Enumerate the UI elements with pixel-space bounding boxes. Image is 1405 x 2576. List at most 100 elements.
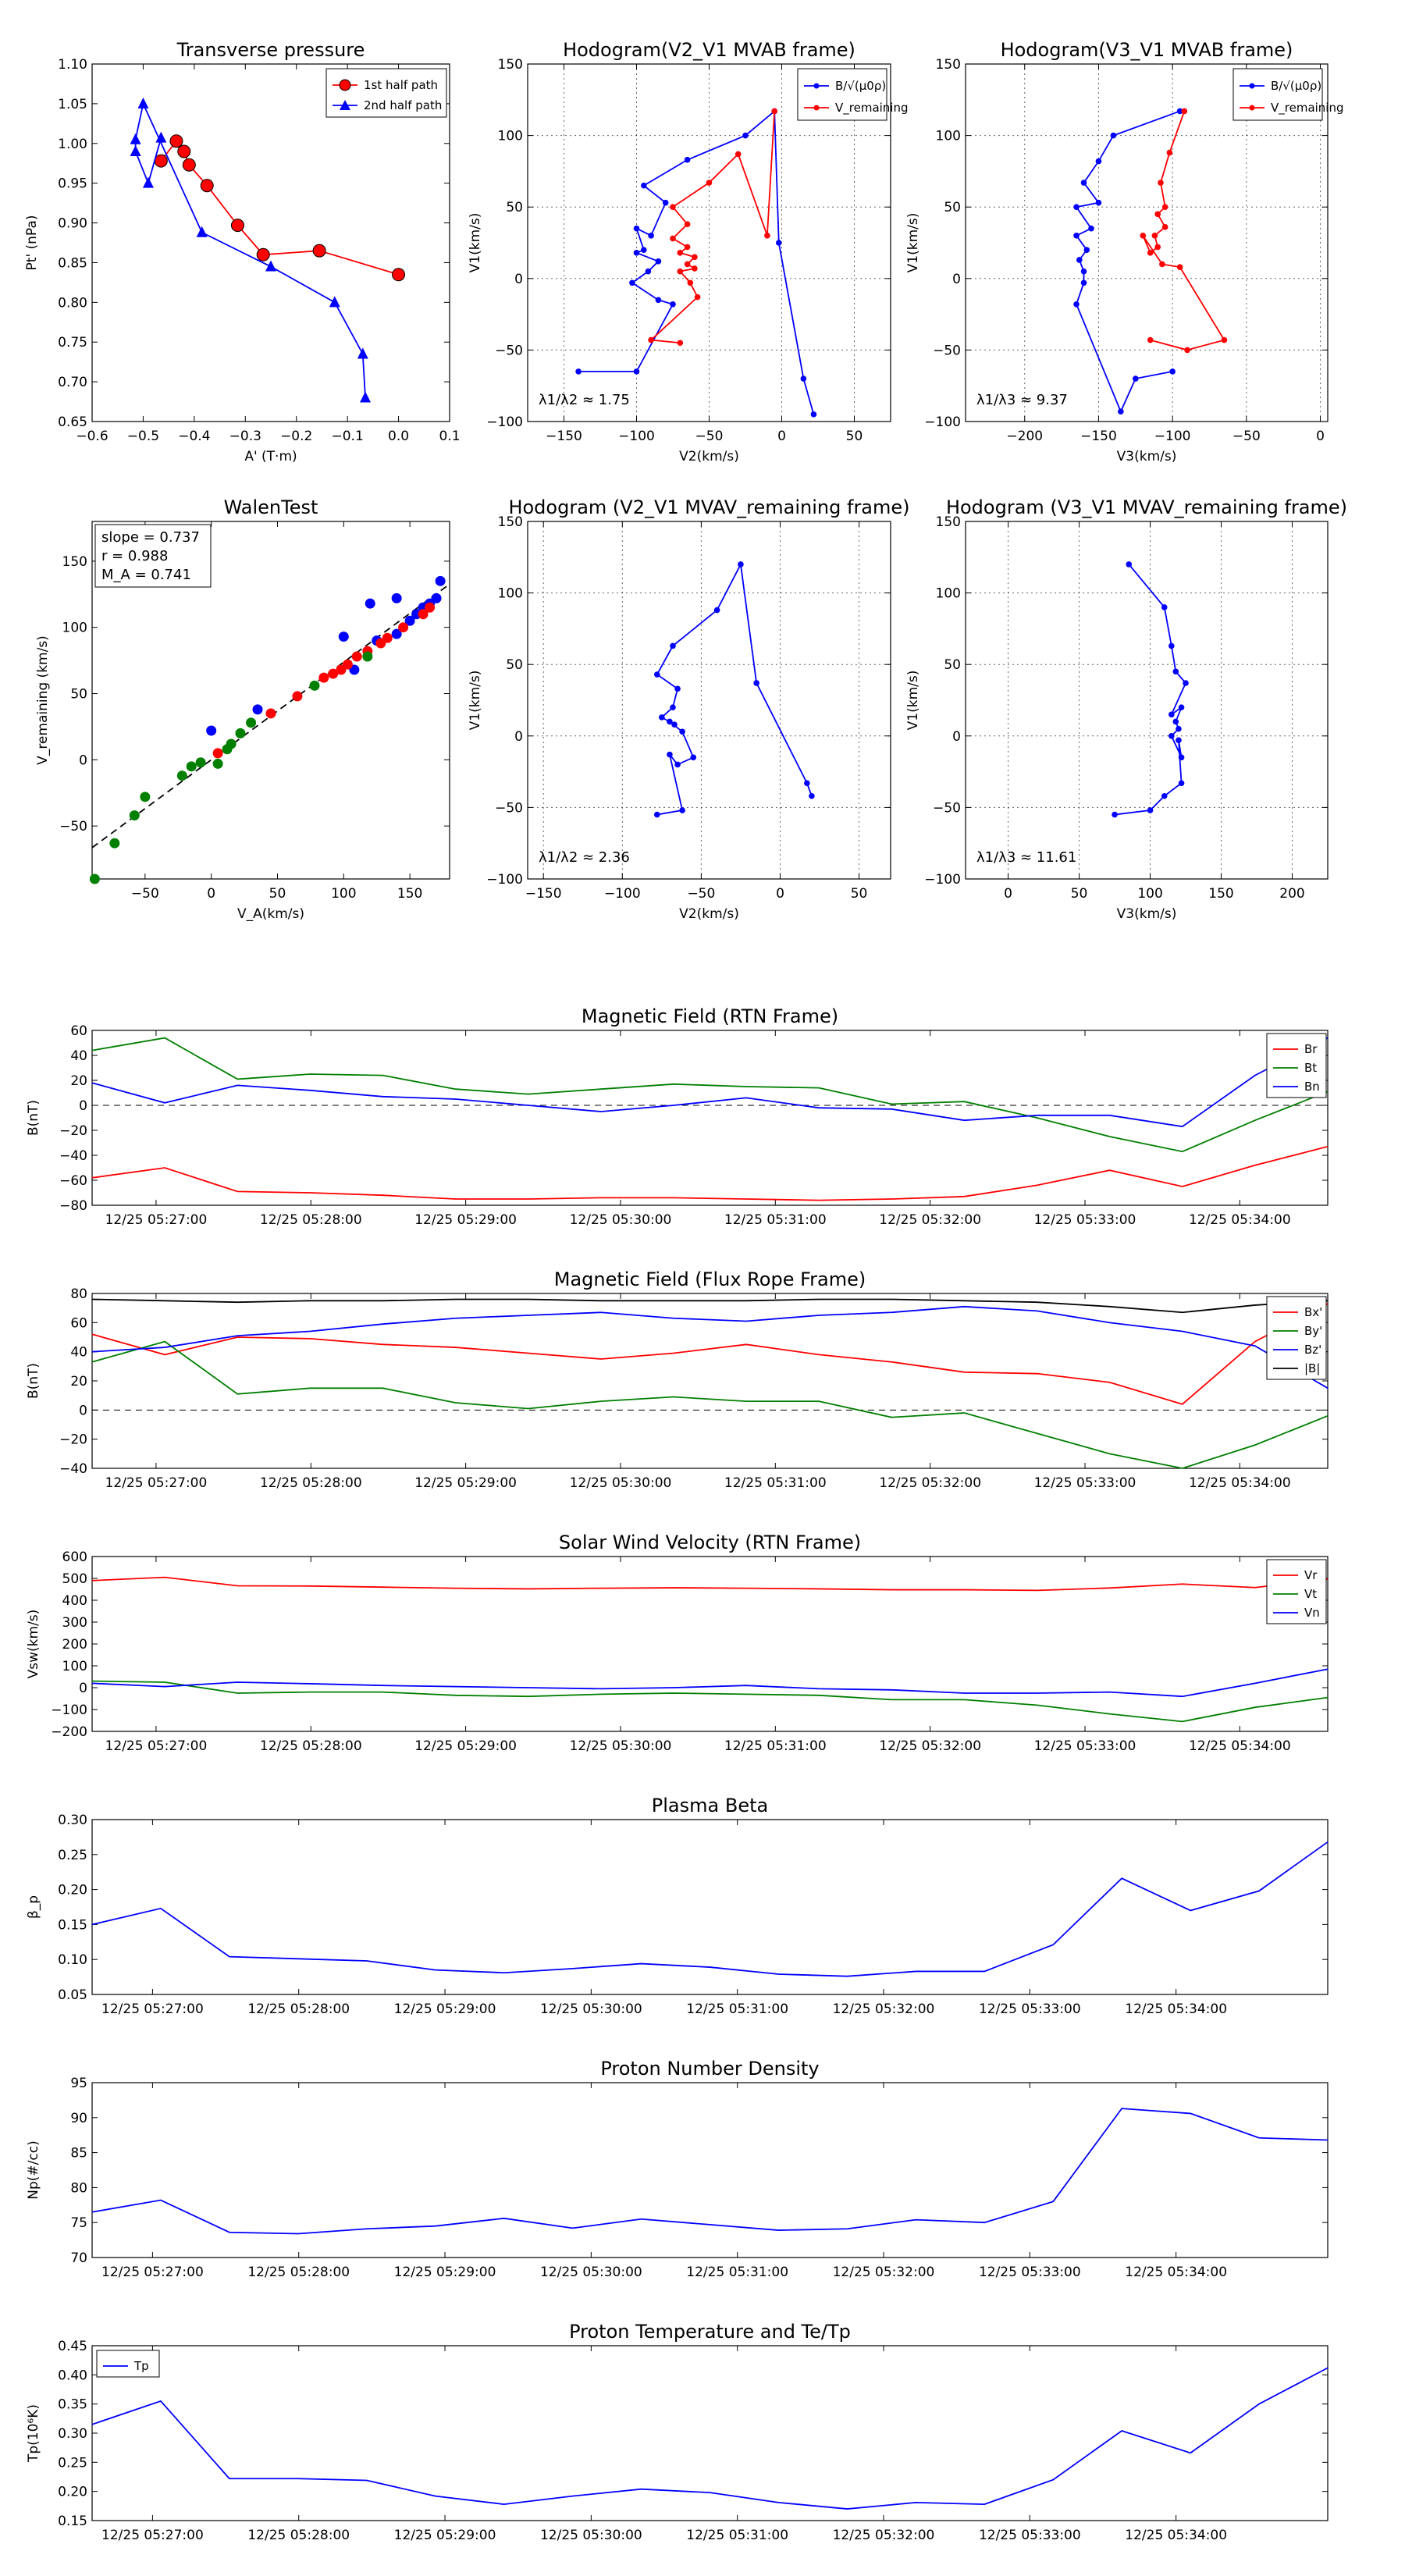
- axes-frame: [91, 2082, 1329, 2258]
- y-tick-label: 50: [944, 200, 961, 215]
- y-tick-label: 1.05: [58, 97, 87, 112]
- x-tick-label: 0: [207, 886, 215, 902]
- y-tick-label: −100: [924, 415, 961, 430]
- series-line-Bt: [91, 1037, 1329, 1153]
- x-tick-label: −200: [1006, 429, 1043, 444]
- y-tick-label: 0.85: [58, 255, 87, 271]
- x-tick-label: 12/25 05:29:00: [414, 1212, 517, 1228]
- y-tick-label: 75: [70, 2215, 87, 2231]
- x-axis-label: V_A(km/s): [237, 906, 304, 922]
- data-point: [109, 838, 120, 849]
- series-line-1st-half-path: [160, 140, 399, 276]
- data-point: [212, 748, 223, 759]
- x-axis-label: A' (T·m): [244, 449, 297, 464]
- y-tick-label: 300: [62, 1615, 87, 1631]
- chart-proton-temperature: 0.15 0.20 0.25 0.30 0.35 0.40 0.45 12/25 05:27:…: [26, 2321, 1329, 2543]
- data-point: [800, 375, 807, 382]
- data-point: [653, 811, 660, 818]
- y-tick-label: 0.30: [58, 1813, 87, 1828]
- y-axis-label: B(nT): [26, 1100, 41, 1136]
- y-tick-label: −60: [59, 1173, 87, 1189]
- chart-hodogram-v3-remaining: −100 −50 0 50 100 150 0 50 100 150 200 Hodogram (V3…: [905, 496, 1347, 922]
- legend-label: B/√(μ0ρ): [835, 79, 886, 93]
- chart-title: Magnetic Field (RTN Frame): [582, 1005, 838, 1027]
- data-point: [1076, 257, 1083, 263]
- legend-marker: [339, 79, 351, 91]
- data-point: [365, 598, 375, 609]
- data-point: [230, 219, 244, 233]
- data-point: [684, 221, 691, 227]
- x-tick-label: 12/25 05:33:00: [1034, 1475, 1136, 1491]
- data-point: [1158, 180, 1164, 186]
- data-point: [362, 651, 373, 662]
- data-point: [1176, 264, 1183, 270]
- series-line-Bn: [91, 1037, 1329, 1128]
- series-line-Bx': [91, 1303, 1329, 1405]
- y-axis-label: Vsw(km/s): [26, 1610, 41, 1679]
- data-point: [1168, 711, 1175, 718]
- data-point: [684, 156, 691, 163]
- series-line-2nd-half-path: [134, 101, 366, 398]
- data-point: [764, 233, 770, 239]
- y-tick-label: 100: [498, 586, 523, 602]
- legend-label: Vr: [1304, 1568, 1318, 1582]
- data-point: [1221, 336, 1228, 343]
- data-point: [1095, 199, 1102, 206]
- x-tick-label: −0.4: [178, 429, 210, 444]
- data-point: [1183, 680, 1189, 686]
- data-point: [1073, 204, 1080, 211]
- y-tick-label: 0.45: [58, 2339, 87, 2354]
- chart-title: Transverse pressure: [176, 39, 365, 61]
- y-tick-label: 500: [62, 1571, 87, 1587]
- legend-marker: [1249, 83, 1255, 89]
- y-tick-label: −20: [59, 1432, 87, 1448]
- x-tick-label: 12/25 05:28:00: [247, 2265, 350, 2280]
- data-point: [677, 340, 684, 347]
- data-point: [674, 761, 681, 768]
- x-tick-label: −50: [687, 886, 715, 902]
- data-point: [1118, 408, 1124, 415]
- x-tick-label: 12/25 05:34:00: [1189, 1738, 1291, 1754]
- data-point: [648, 336, 654, 343]
- chart-solar-wind-velocity: −200 −100 0 100 200 300 400 500 600 12/25 05:27:0…: [26, 1532, 1329, 1754]
- data-point: [679, 728, 685, 735]
- y-tick-label: 90: [70, 2111, 87, 2126]
- x-tick-label: 12/25 05:29:00: [394, 2265, 496, 2280]
- legend-label: Bt: [1304, 1061, 1317, 1075]
- y-axis-label: Np(#/cc): [26, 2140, 41, 2199]
- data-point: [706, 180, 713, 186]
- data-point: [670, 642, 676, 649]
- data-point: [713, 607, 720, 614]
- axes-frame: [527, 521, 891, 880]
- axes-frame: [965, 521, 1329, 880]
- data-point: [431, 592, 442, 603]
- data-point: [1161, 604, 1168, 610]
- x-tick-label: 12/25 05:27:00: [101, 2001, 204, 2017]
- data-point: [1154, 211, 1161, 218]
- x-tick-label: 12/25 05:32:00: [879, 1212, 981, 1228]
- data-point: [653, 671, 660, 678]
- data-point: [1147, 336, 1154, 343]
- data-point: [753, 680, 759, 686]
- data-point: [1161, 224, 1168, 230]
- x-tick-label: −50: [1232, 429, 1261, 444]
- x-tick-label: 12/25 05:30:00: [540, 2001, 642, 2017]
- x-axis-label: V2(km/s): [679, 449, 739, 464]
- y-axis-label: V1(km/s): [905, 671, 921, 731]
- y-tick-label: 100: [62, 1659, 87, 1674]
- data-point: [1178, 754, 1185, 761]
- y-tick-label: 20: [70, 1374, 87, 1389]
- y-tick-label: 0.15: [58, 1917, 87, 1933]
- data-point: [1073, 233, 1080, 239]
- x-axis-label: V3(km/s): [1117, 449, 1177, 464]
- axes-frame: [91, 2345, 1329, 2521]
- y-tick-label: 100: [498, 129, 523, 144]
- y-tick-label: 0.95: [58, 176, 87, 192]
- data-point: [684, 244, 691, 251]
- series-line-Np: [91, 2108, 1329, 2235]
- series-line-Vt: [91, 1680, 1329, 1723]
- data-point: [684, 261, 691, 268]
- y-tick-label: 0.75: [58, 335, 87, 350]
